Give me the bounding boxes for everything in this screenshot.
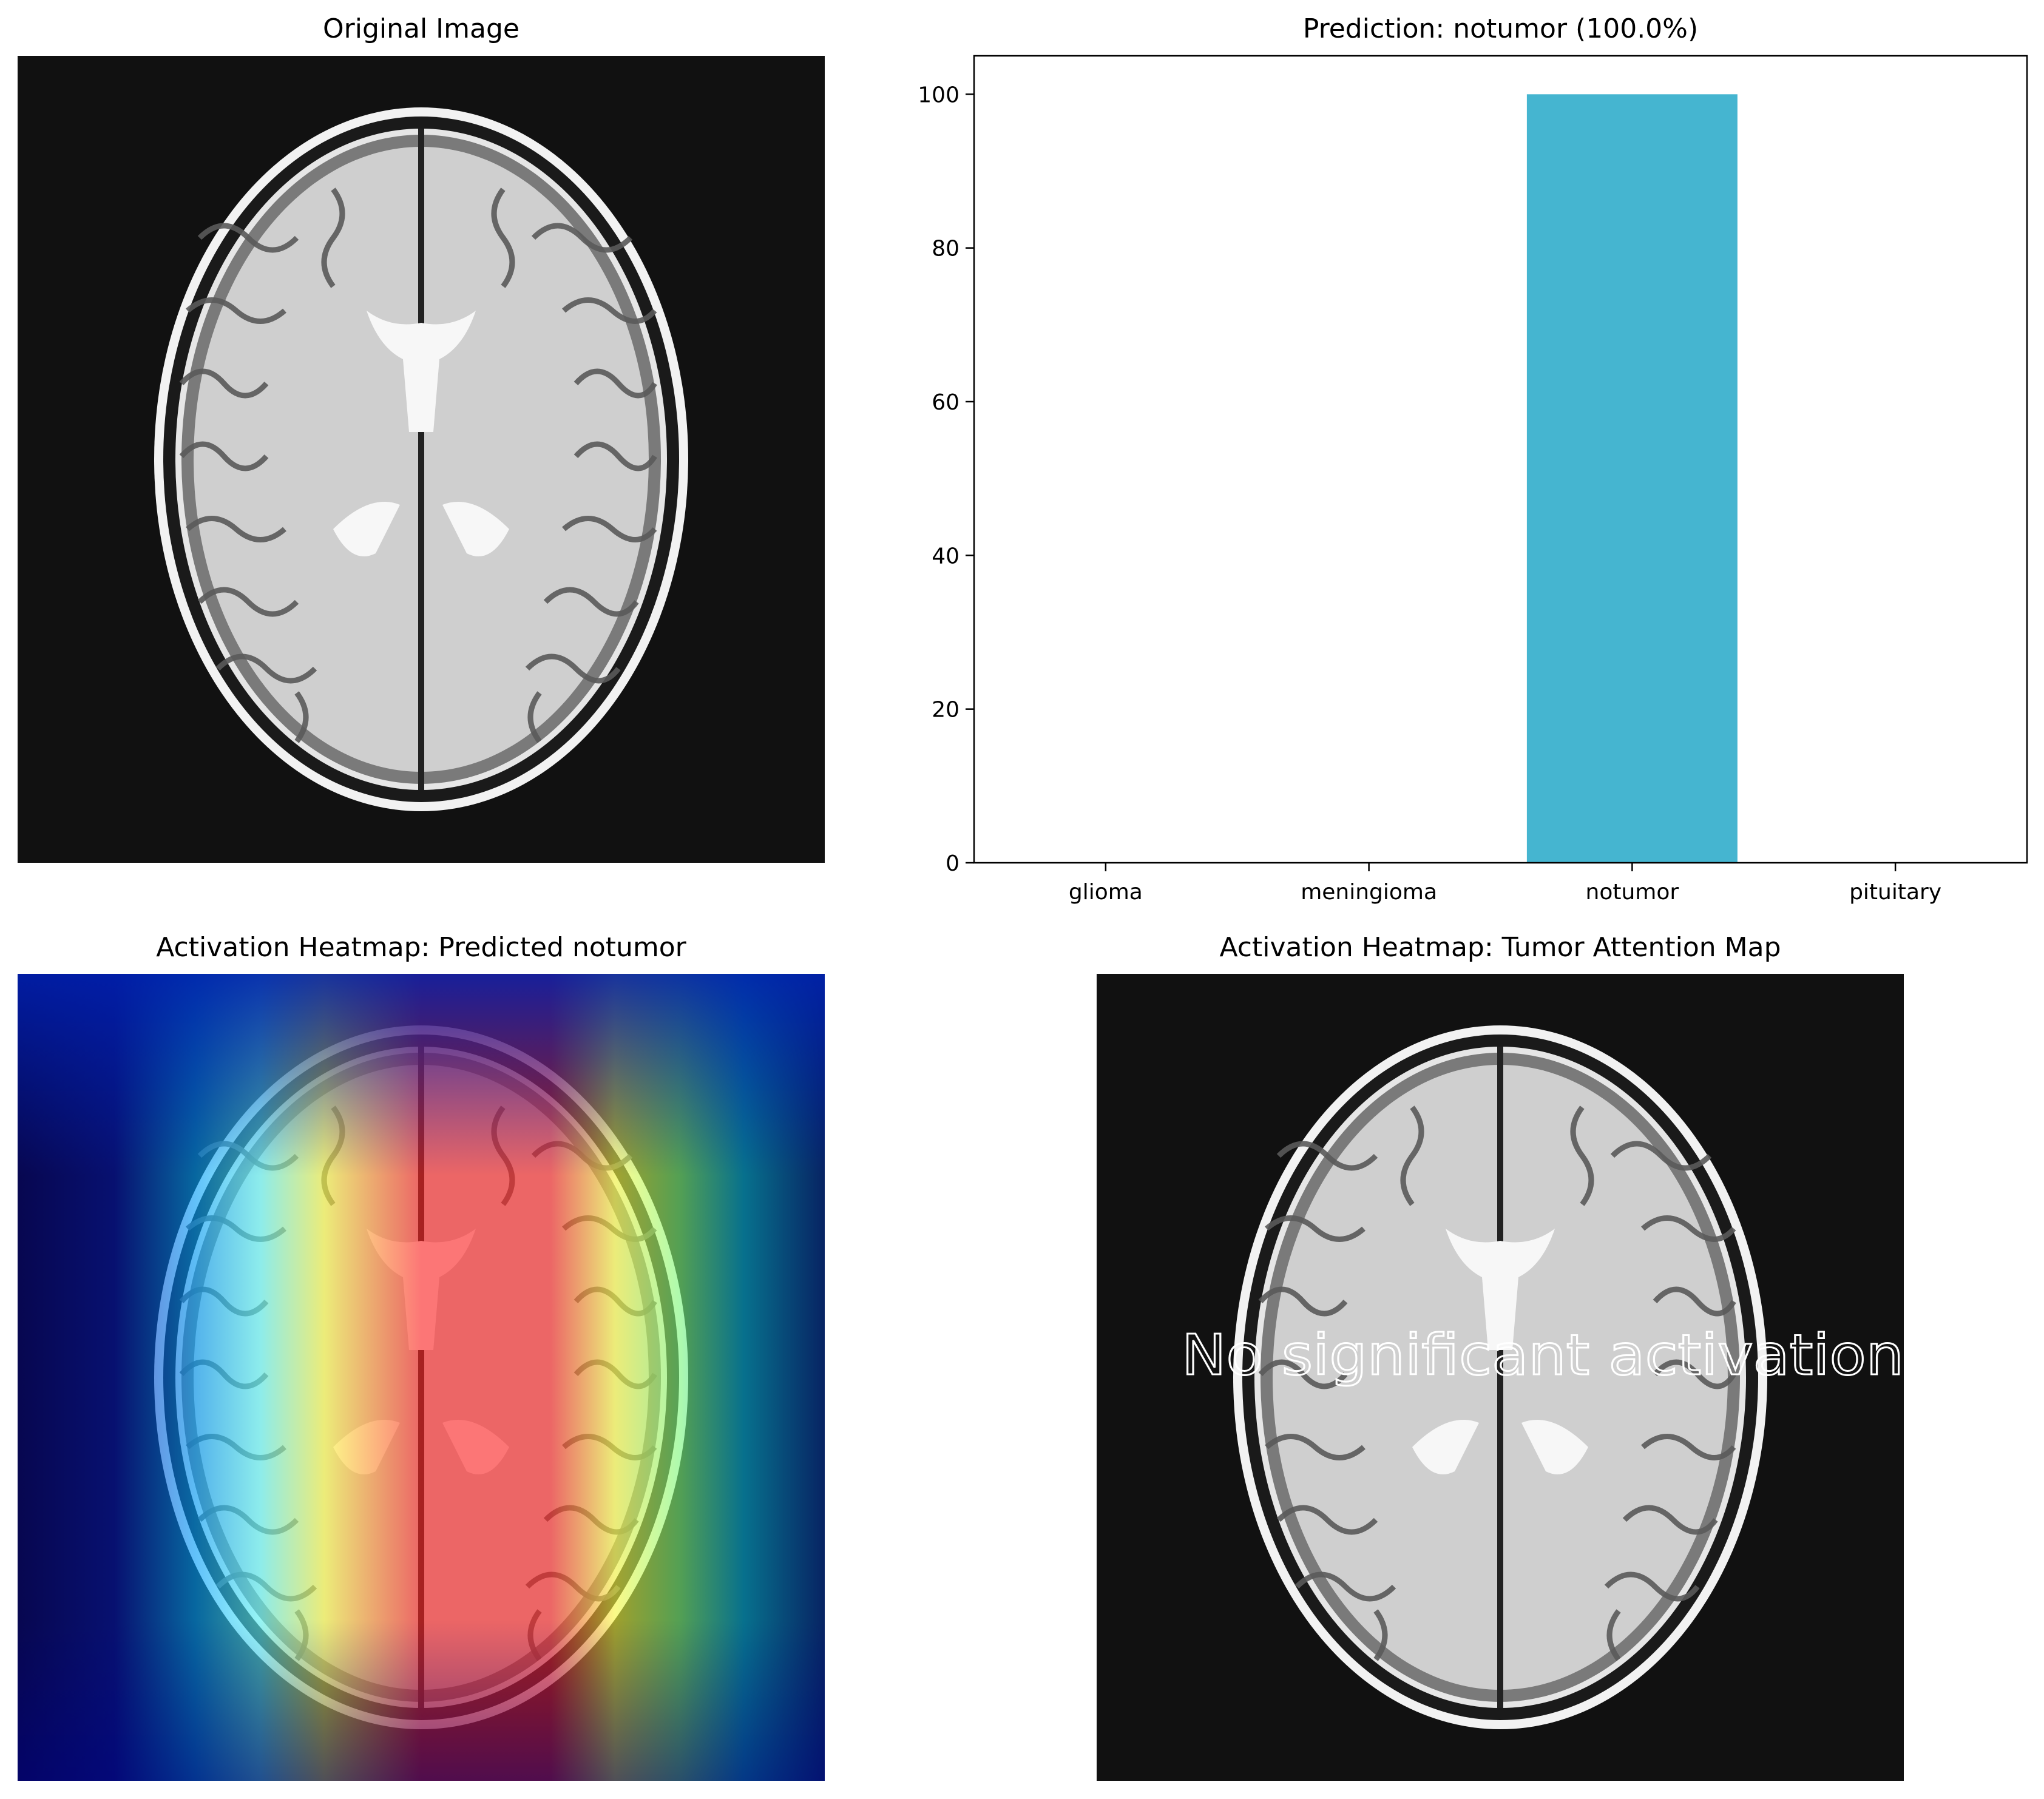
prediction-bar-chart: 0 20 40 60 80 100 glioma meningioma notumor pitui… [918, 55, 2028, 905]
original-image-title: Original Image [323, 13, 519, 44]
x-tick-label-glioma: glioma [1069, 880, 1143, 905]
activation-heatmap-predicted-image [18, 974, 825, 1781]
x-tick-label-pituitary: pituitary [1849, 880, 1941, 905]
bar-notumor [1526, 94, 1738, 863]
y-tick-label: 20 [932, 698, 959, 723]
y-tick-label: 0 [946, 851, 959, 876]
heatmap-predicted-title: Activation Heatmap: Predicted notumor [156, 932, 686, 963]
y-tick-label: 40 [932, 544, 959, 569]
y-tick-label: 80 [932, 237, 959, 262]
prediction-chart-title: Prediction: notumor (100.0%) [1302, 13, 1699, 44]
heatmap-tumor-title: Activation Heatmap: Tumor Attention Map [1219, 932, 1781, 963]
y-tick-label: 100 [918, 83, 959, 107]
y-tick-label: 60 [932, 390, 959, 415]
no-activation-overlay-text: No significant activation [1182, 1323, 1904, 1388]
x-tick-label-meningioma: meningioma [1301, 880, 1437, 905]
plot-frame [973, 55, 2028, 864]
activation-heatmap-tumor-image: No significant activation [1097, 974, 1904, 1781]
x-tick-label-notumor: notumor [1586, 880, 1679, 905]
original-mri-image [18, 56, 825, 863]
